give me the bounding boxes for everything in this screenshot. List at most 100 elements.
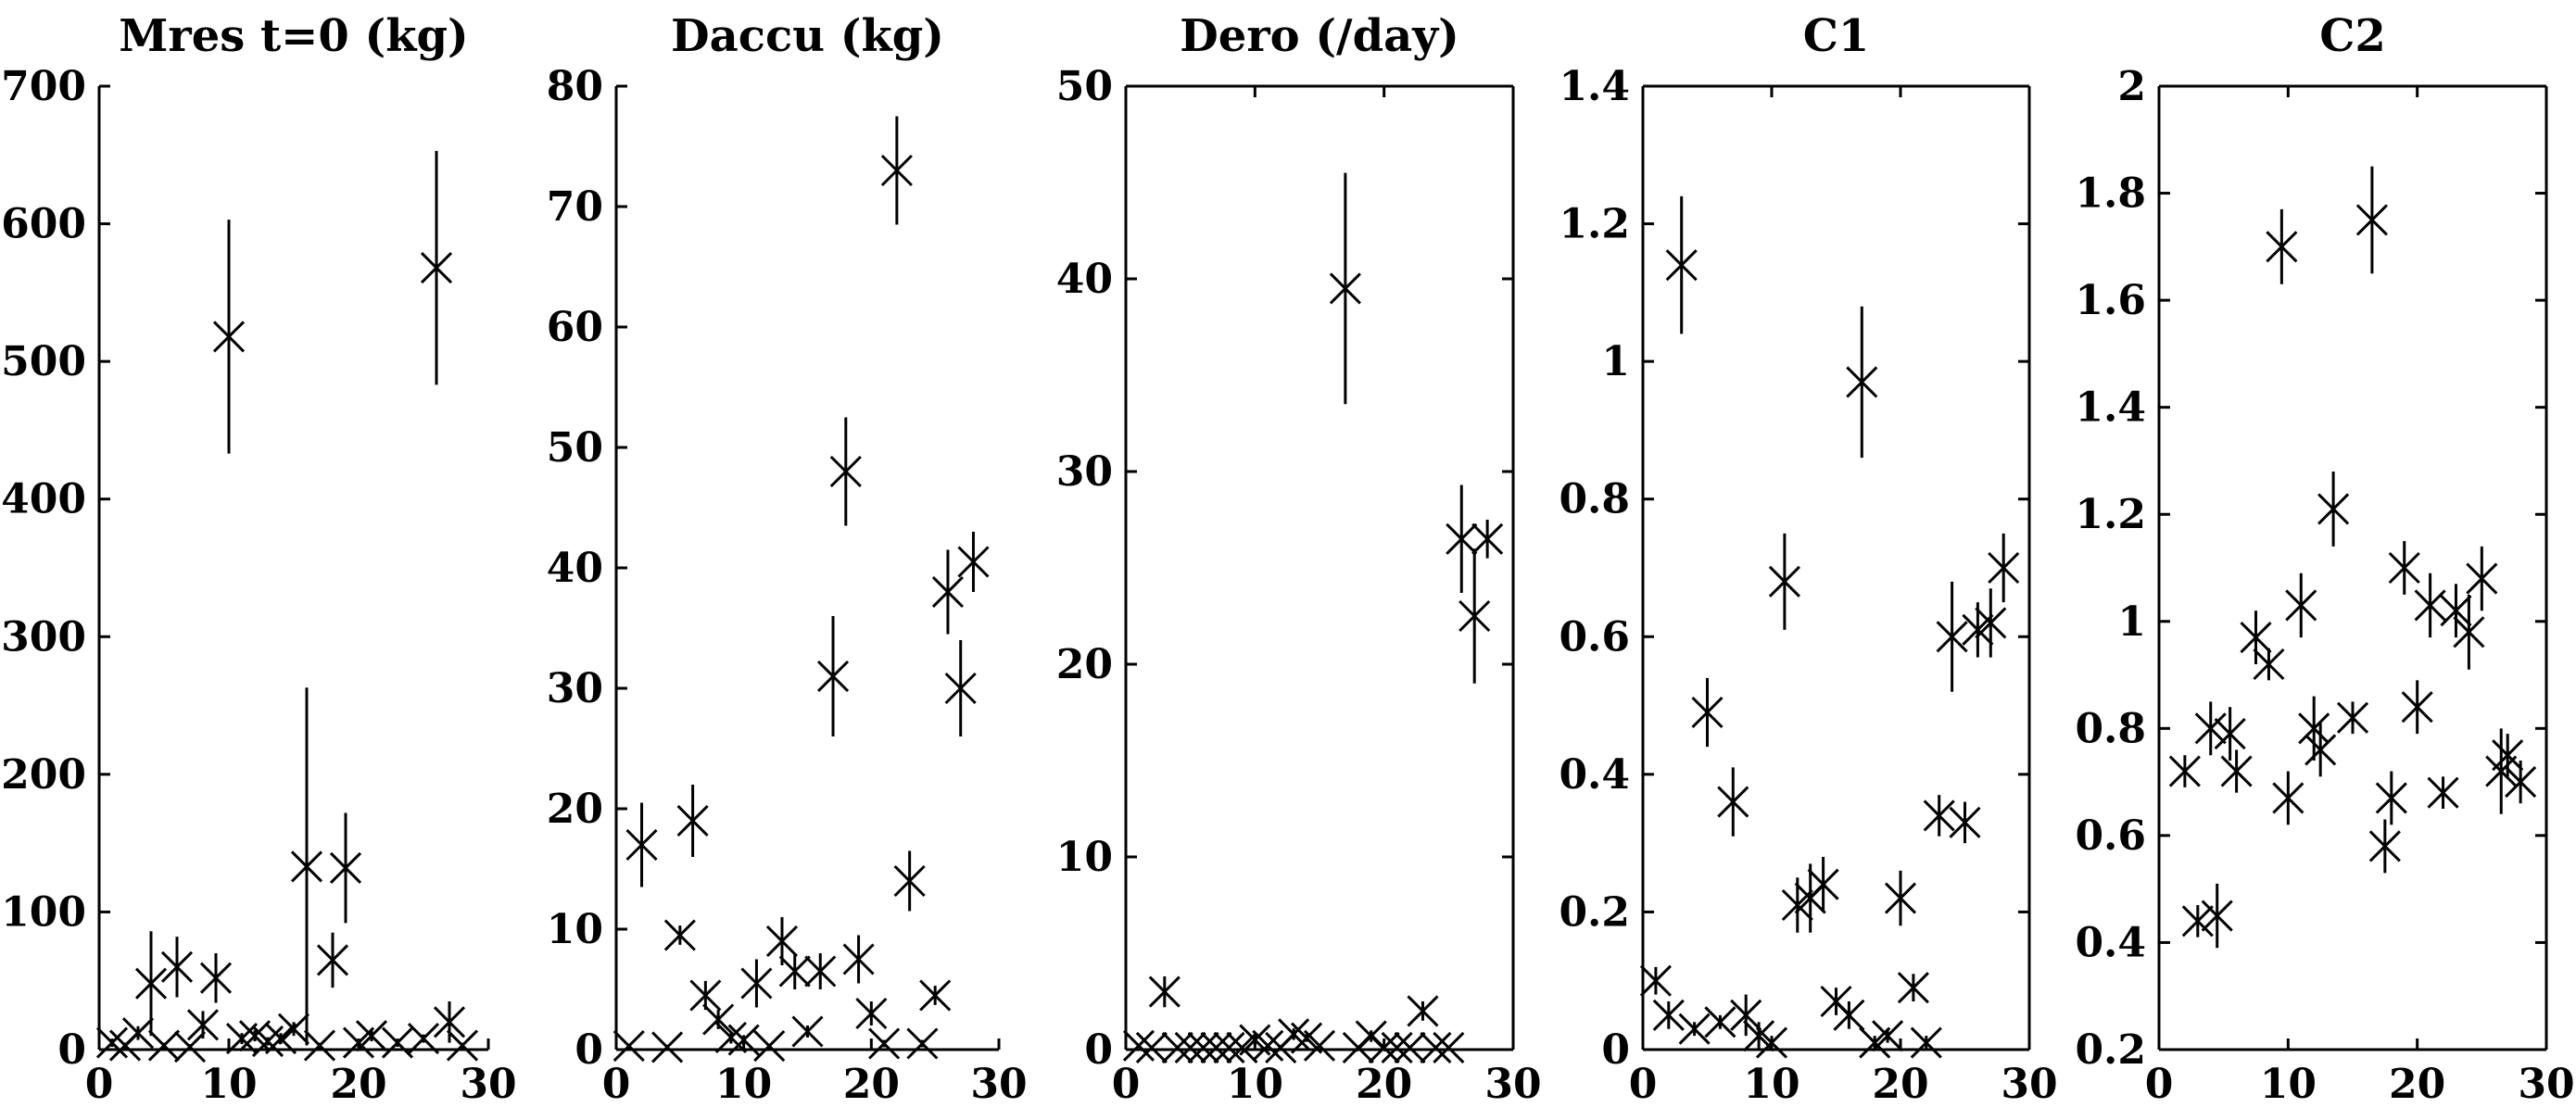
data-point — [1458, 599, 1491, 633]
x-tick-label: 20 — [330, 1061, 386, 1108]
data-point — [868, 1027, 901, 1060]
x-tick-label: 0 — [1112, 1061, 1141, 1108]
y-tick-label: 0.4 — [1559, 751, 1630, 799]
data-point — [1936, 621, 1968, 653]
data-point — [199, 962, 233, 994]
data-point — [804, 955, 837, 988]
data-point — [290, 850, 323, 883]
y-tick-label: 0.2 — [1559, 888, 1630, 936]
data-point — [1678, 1013, 1711, 1045]
x-tick-label: 0 — [85, 1061, 114, 1108]
y-tick-label: 700 — [1, 63, 86, 110]
data-point — [1910, 1026, 1942, 1059]
data-point — [2427, 776, 2459, 809]
data-point — [147, 1029, 181, 1062]
data-point — [2272, 782, 2305, 814]
y-tick-label: 600 — [1, 201, 86, 248]
data-point — [2375, 782, 2407, 814]
x-tick-label: 30 — [460, 1061, 516, 1108]
data-point — [676, 804, 709, 837]
data-point — [842, 943, 875, 975]
y-tick-label: 30 — [547, 665, 603, 712]
data-point — [829, 455, 862, 488]
x-tick-label: 20 — [2389, 1061, 2445, 1108]
data-point — [740, 967, 773, 1000]
y-tick-label: 200 — [1, 751, 86, 799]
y-tick-label: 10 — [1056, 834, 1113, 881]
data-point — [612, 1030, 645, 1063]
y-tick-label: 0 — [575, 1026, 603, 1074]
data-point — [381, 1026, 414, 1059]
panel-title: Dero (/day) — [1180, 10, 1459, 62]
y-tick-label: 0.2 — [2075, 1026, 2146, 1074]
data-point — [1639, 964, 1672, 997]
data-point — [1433, 1031, 1465, 1063]
data-point — [2453, 616, 2485, 648]
data-point — [1368, 1031, 1400, 1063]
y-tick-label: 20 — [1056, 641, 1113, 688]
data-point — [1704, 1006, 1736, 1038]
y-tick-label: 1.4 — [2075, 384, 2146, 432]
panel-4: C1 0 10 20 30 0 0.2 0.4 0.6 0.8 1 1.2 1.4 — [1559, 10, 2057, 1108]
y-tick-label: 2 — [2117, 63, 2146, 110]
data-point — [2240, 622, 2272, 654]
data-point — [186, 1009, 220, 1041]
y-tick-label: 40 — [1056, 256, 1113, 303]
x-tick-label: 30 — [2518, 1061, 2574, 1108]
y-tick-label: 60 — [547, 304, 603, 351]
y-tick-label: 0.8 — [2075, 705, 2146, 752]
data-point — [1872, 1020, 1904, 1052]
data-point — [2388, 551, 2420, 585]
y-tick-label: 0.8 — [1559, 476, 1630, 523]
data-point — [1278, 1018, 1310, 1051]
panel-3: Dero (/day) 0 10 20 30 0 10 20 30 40 50 — [1056, 10, 1542, 1108]
x-tick-label: 20 — [1356, 1061, 1412, 1108]
y-tick-label: 0 — [57, 1026, 86, 1074]
data-point — [2214, 718, 2246, 750]
data-point — [2194, 712, 2227, 745]
data-point — [727, 1024, 760, 1056]
data-point — [1897, 972, 1929, 1004]
data-point — [1975, 607, 2007, 639]
data-point — [2266, 231, 2298, 263]
x-tick-label: 0 — [602, 1061, 631, 1108]
data-point — [2466, 562, 2498, 595]
data-point — [1446, 522, 1478, 555]
y-tick-label: 1.8 — [2075, 170, 2146, 218]
data-point — [919, 979, 952, 1012]
data-point — [791, 1015, 824, 1048]
data-point — [1471, 522, 1504, 555]
data-point — [2305, 734, 2337, 766]
y-tick-label: 1 — [1601, 338, 1630, 385]
data-point — [1768, 565, 1800, 598]
data-point — [2285, 589, 2317, 622]
data-point — [957, 546, 990, 578]
data-point — [2336, 701, 2369, 734]
data-point — [2253, 648, 2285, 681]
y-tick-label: 1 — [2117, 598, 2146, 646]
data-point — [433, 1006, 466, 1038]
x-tick-label: 0 — [2145, 1061, 2174, 1108]
data-point — [1213, 1031, 1245, 1063]
data-point — [264, 1023, 297, 1055]
data-point — [1187, 1031, 1219, 1063]
y-tick-label: 0 — [1084, 1026, 1113, 1074]
y-tick-label: 70 — [547, 183, 603, 231]
data-point — [2298, 712, 2330, 745]
data-point — [1135, 1031, 1168, 1063]
y-tick-label: 0.6 — [1559, 613, 1630, 661]
data-point — [160, 950, 194, 983]
data-point — [134, 967, 168, 1000]
data-point — [702, 1003, 735, 1036]
y-tick-label: 80 — [547, 63, 603, 110]
data-point — [1174, 1031, 1206, 1063]
data-point — [1923, 799, 1955, 832]
data-point — [855, 997, 888, 1030]
data-point — [689, 979, 722, 1012]
data-point — [816, 660, 850, 693]
data-point — [1949, 806, 1981, 838]
y-tick-label: 1.2 — [1559, 201, 1630, 248]
y-tick-label: 30 — [1056, 448, 1113, 496]
data-point — [714, 1021, 747, 1054]
data-point — [121, 1017, 155, 1050]
